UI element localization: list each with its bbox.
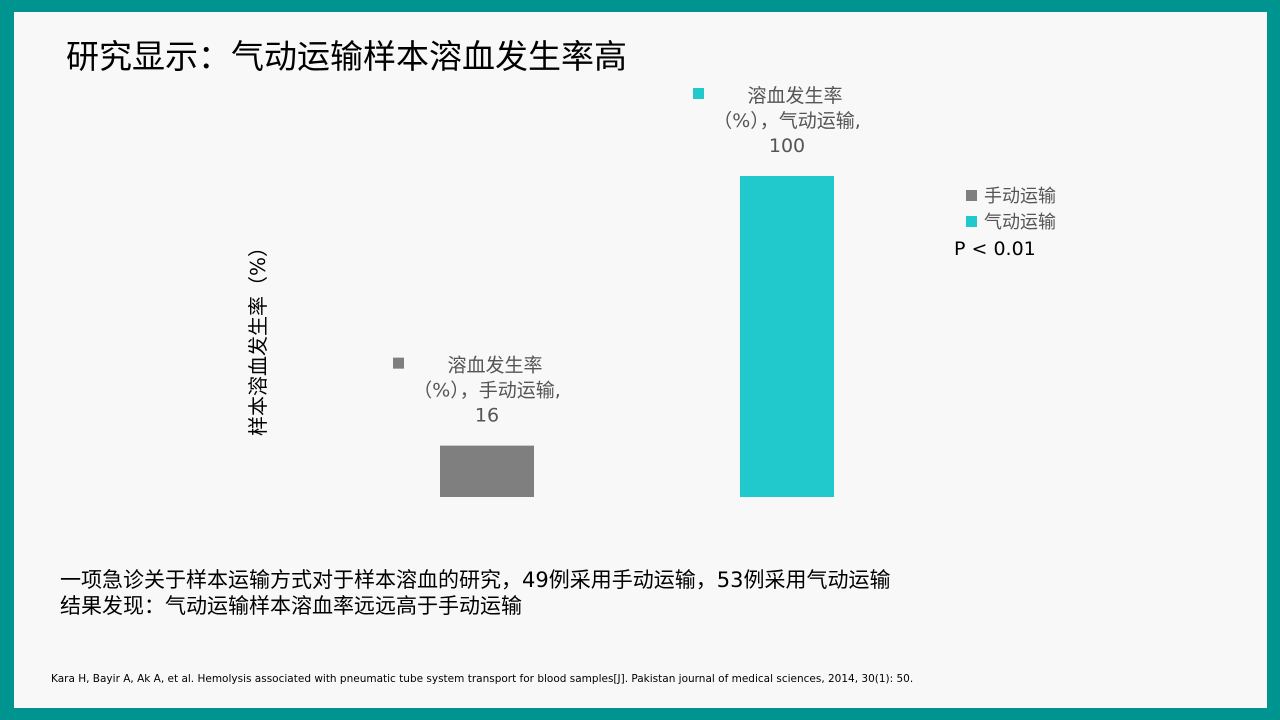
slide-title: 研究显示：气动运输样本溶血发生率高 — [66, 37, 627, 76]
description-block: 一项急诊关于样本运输方式对于样本溶血的研究，49例采用手动运输，53例采用气动运… — [60, 567, 890, 619]
legend-item-manual: 手动运输 — [966, 182, 1056, 208]
bar-manual — [440, 445, 534, 497]
legend-swatch-manual — [966, 189, 977, 201]
data-label-swatch-pneumatic — [693, 88, 704, 99]
legend-item-pneumatic: 气动运输 — [966, 208, 1056, 234]
bar-pneumatic — [740, 176, 834, 497]
p-value-text: P < 0.01 — [954, 238, 1036, 260]
data-label-manual-line-2: （%），手动运输, — [413, 380, 561, 402]
legend-label-manual: 手动运输 — [984, 186, 1056, 207]
data-label-pneumatic-line-2: （%），气动运输, — [713, 110, 861, 132]
reference-citation: Kara H, Bayir A, Ak A, et al. Hemolysis … — [51, 673, 914, 685]
description-line-1: 一项急诊关于样本运输方式对于样本溶血的研究，49例采用手动运输，53例采用气动运… — [60, 568, 891, 592]
data-label-swatch-manual — [393, 357, 404, 369]
slide-background — [14, 12, 1267, 708]
data-label-pneumatic-line-3: 100 — [769, 135, 805, 157]
legend-swatch-pneumatic — [966, 215, 977, 227]
data-label-manual-line-3: 16 — [475, 405, 499, 427]
data-label-manual-line-1: 溶血发生率 — [447, 355, 542, 377]
description-line-2: 结果发现：气动运输样本溶血率远远高于手动运输 — [60, 594, 522, 618]
data-label-pneumatic-line-1: 溶血发生率 — [747, 85, 842, 107]
legend-label-pneumatic: 气动运输 — [984, 212, 1056, 233]
chart-legend: 手动运输 气动运输 — [966, 182, 1056, 234]
